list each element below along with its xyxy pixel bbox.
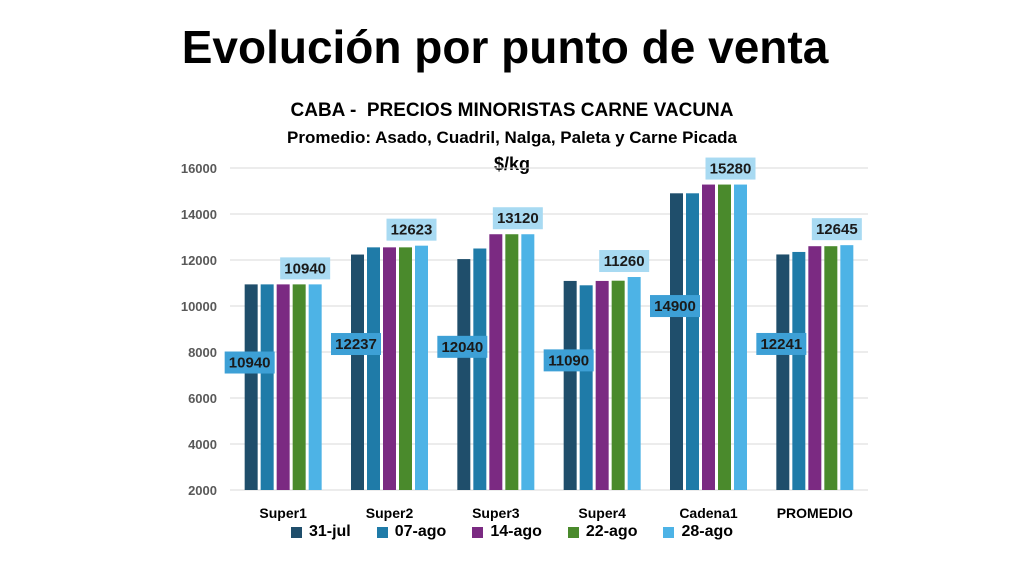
legend-item: 14-ago — [472, 523, 542, 541]
data-label-last: 10940 — [284, 260, 326, 277]
bar-31-jul-Super2 — [351, 254, 364, 490]
bar-28-ago-Super2 — [415, 245, 428, 490]
data-label-last: 13120 — [497, 210, 539, 227]
bar-22-ago-Super1 — [292, 284, 306, 490]
bar-22-ago-Super3 — [505, 234, 519, 490]
y-axis-unit-label: $/kg — [493, 154, 531, 174]
data-label-last: 11260 — [604, 253, 645, 270]
data-label-first: 11090 — [548, 352, 589, 369]
bar-14-ago-Cadena1 — [702, 184, 715, 490]
bar-31-jul-Cadena1 — [670, 193, 683, 491]
data-label-bg — [756, 332, 807, 355]
bar-07-ago-Cadena1 — [686, 193, 699, 491]
bar-28-ago-Cadena1 — [734, 184, 747, 490]
chart-subtitle: Promedio: Asado, Cuadril, Nalga, Paleta … — [286, 128, 737, 147]
bar-07-ago-Super3 — [473, 248, 487, 490]
data-label-bg — [492, 207, 543, 230]
bar-28-ago-Super3 — [521, 234, 535, 490]
bar-14-ago-Super4 — [595, 280, 609, 490]
x-tick-label: Super2 — [366, 505, 414, 521]
x-tick-label: Super1 — [259, 505, 307, 521]
bar-14-ago-Super2 — [383, 247, 396, 490]
x-tick-label: PROMEDIO — [777, 505, 853, 521]
y-tick-label: 4000 — [188, 437, 217, 452]
y-tick-label: 10000 — [181, 299, 217, 314]
data-label-bg — [599, 250, 650, 273]
x-tick-label: Super3 — [472, 505, 520, 521]
data-label-bg — [386, 218, 437, 241]
bar-07-ago-Super4 — [579, 285, 593, 490]
legend-label: 28-ago — [681, 523, 734, 540]
y-tick-label: 8000 — [188, 345, 217, 360]
bar-28-ago-PROMEDIO — [840, 245, 854, 490]
data-label-bg — [280, 257, 331, 280]
data-label-first: 12237 — [335, 336, 377, 353]
y-tick-label: 16000 — [181, 161, 217, 176]
bar-22-ago-Super2 — [399, 247, 412, 490]
bar-28-ago-Super4 — [627, 277, 641, 490]
bar-07-ago-PROMEDIO — [792, 251, 806, 490]
bar-31-jul-Super1 — [244, 284, 258, 490]
y-tick-label: 2000 — [188, 483, 217, 498]
bar-31-jul-PROMEDIO — [776, 254, 790, 490]
y-tick-label: 6000 — [188, 391, 217, 406]
data-label-bg — [437, 335, 488, 358]
legend-label: 07-ago — [394, 523, 447, 540]
data-label-bg — [331, 333, 381, 356]
legend-swatch — [663, 526, 675, 538]
chart-title: CABA - PRECIOS MINORISTAS CARNE VACUNA — [290, 100, 734, 121]
data-label-bg — [811, 218, 862, 241]
bar-14-ago-PROMEDIO — [808, 246, 822, 490]
data-label-last: 12645 — [816, 221, 858, 238]
legend-swatch — [290, 526, 302, 538]
bar-31-jul-Super3 — [457, 259, 471, 490]
bar-14-ago-Super1 — [276, 284, 290, 490]
data-label-bg — [650, 295, 700, 318]
x-tick-label: Super4 — [578, 505, 626, 521]
chart-legend: 31-jul 07-ago 14-ago 22-ago 28-ago — [0, 523, 1024, 541]
legend-swatch — [567, 526, 579, 538]
data-label-bg — [543, 349, 594, 372]
bar-07-ago-Super1 — [260, 284, 274, 490]
data-label-bg — [224, 351, 275, 374]
page-title: Evolución por punto de venta — [181, 21, 829, 73]
legend-item: 28-ago — [663, 523, 733, 541]
bar-07-ago-Super2 — [367, 247, 380, 490]
y-tick-label: 14000 — [181, 207, 217, 222]
bar-22-ago-PROMEDIO — [824, 246, 838, 490]
legend-label: 31-jul — [308, 523, 351, 540]
bar-14-ago-Super3 — [489, 234, 503, 490]
bar-28-ago-Super1 — [308, 284, 322, 490]
legend-swatch — [472, 526, 484, 538]
bar-22-ago-Super4 — [611, 280, 625, 490]
legend-item: 07-ago — [376, 523, 447, 541]
data-label-first: 10940 — [229, 355, 271, 372]
data-label-bg — [705, 157, 756, 180]
legend-swatch — [376, 526, 388, 538]
legend-label: 14-ago — [490, 523, 542, 540]
y-tick-label: 12000 — [181, 253, 217, 268]
data-label-first: 14900 — [654, 298, 696, 315]
legend-item: 22-ago — [567, 523, 638, 541]
data-label-first: 12241 — [760, 336, 802, 353]
bar-31-jul-Super4 — [563, 280, 577, 490]
data-label-last: 12623 — [391, 222, 433, 239]
bar-22-ago-Cadena1 — [718, 184, 731, 490]
legend-item: 31-jul — [290, 523, 351, 541]
data-label-first: 12040 — [441, 339, 483, 356]
x-tick-label: Cadena1 — [679, 505, 738, 521]
legend-label: 22-ago — [585, 523, 638, 540]
data-label-last: 15280 — [710, 161, 752, 178]
